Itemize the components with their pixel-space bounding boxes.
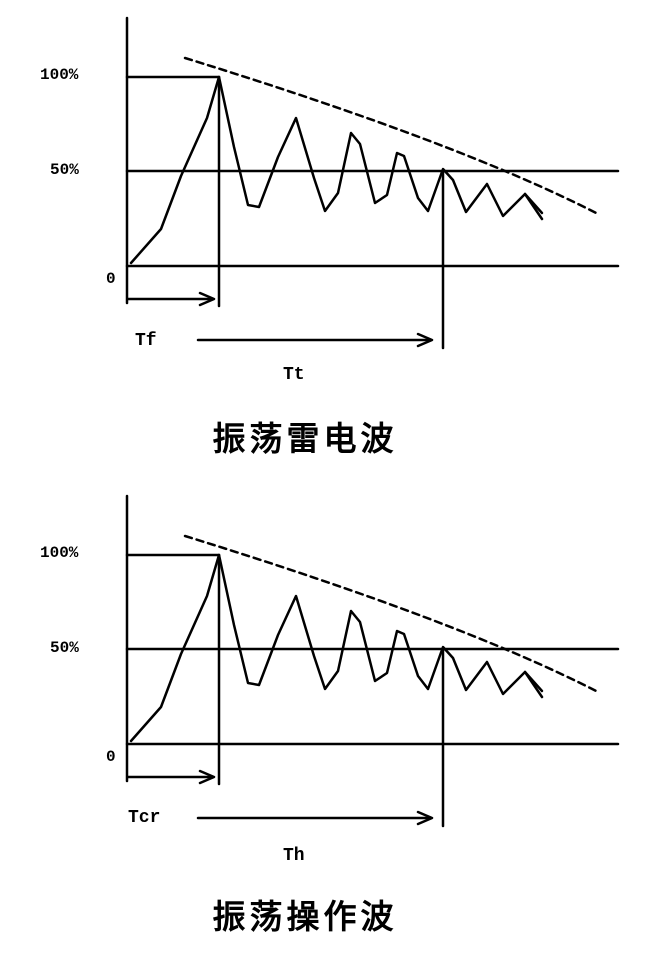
y-label-50: 50% — [50, 161, 79, 179]
origin-label: 0 — [106, 748, 116, 766]
total-time-label: Th — [283, 846, 305, 866]
waveform-tail — [523, 192, 544, 215]
diagram-caption: 振荡操作波 — [212, 897, 398, 936]
waveform-figure — [125, 494, 620, 828]
front-time-arrow-head — [198, 769, 216, 785]
waveform-tail — [523, 670, 544, 693]
oscillating-waveform — [129, 75, 544, 265]
total-time-arrow-head — [416, 332, 434, 348]
decay-envelope-dashed — [183, 534, 600, 694]
front-time-label: Tf — [135, 331, 157, 351]
diagram-caption: 振荡雷电波 — [212, 419, 398, 458]
waveform-figure — [125, 16, 620, 350]
y-label-100: 100% — [40, 544, 79, 562]
y-label-50: 50% — [50, 639, 79, 657]
decay-envelope-dashed — [183, 56, 600, 216]
total-time-label: Tt — [283, 365, 305, 385]
oscillating-switching-wave-diagram: 100% 50% 0 Tcr Th 振荡操作波 — [0, 478, 662, 957]
oscillating-waveform — [129, 553, 544, 743]
total-time-arrow-head — [416, 810, 434, 826]
y-label-100: 100% — [40, 66, 79, 84]
oscillating-lightning-wave-diagram: 100% 50% 0 Tf Tt 振荡雷电波 — [0, 0, 662, 478]
origin-label: 0 — [106, 270, 116, 288]
front-time-arrow-head — [198, 291, 216, 307]
front-time-label: Tcr — [128, 808, 161, 828]
